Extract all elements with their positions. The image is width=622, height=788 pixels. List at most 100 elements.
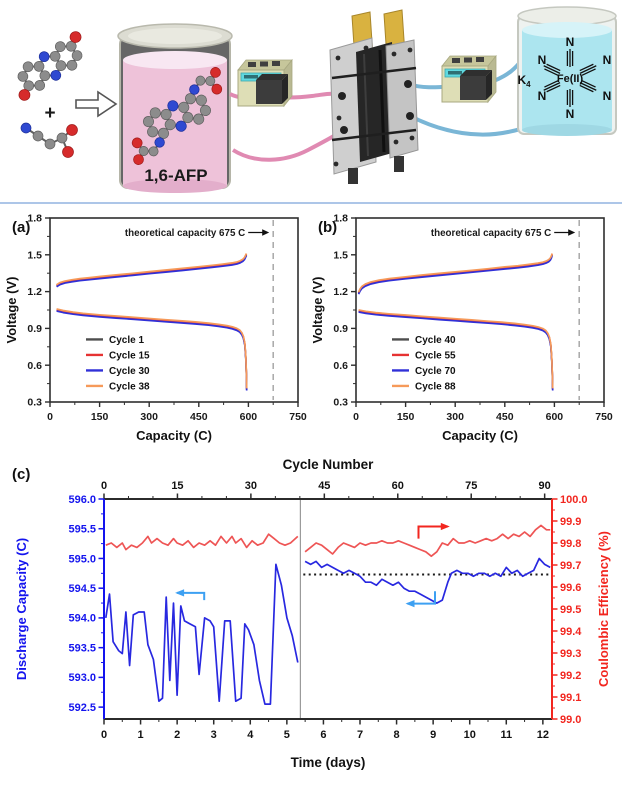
- cycle-tick-label: 75: [465, 480, 477, 492]
- time-tick-label: 3: [211, 729, 217, 741]
- time-tick-label: 6: [320, 729, 326, 741]
- legend-label: Cycle 30: [109, 366, 150, 377]
- x-axis-label: Capacity (C): [442, 428, 518, 443]
- y-tick-label: 1.8: [27, 213, 42, 225]
- legend-label: Cycle 55: [415, 351, 456, 362]
- legend-label: Cycle 88: [415, 382, 456, 393]
- y-tick-label: 0.3: [27, 397, 42, 409]
- cycle-tick-label: 0: [101, 480, 107, 492]
- x-tick-label: 150: [91, 411, 109, 423]
- cell-port-left-top: [338, 92, 346, 100]
- bottom-axis: 0 1 2 3 4 5 6 7 8 9 10 11 12: [101, 719, 549, 741]
- x-axis: 0 150 300 450 600 750: [353, 402, 613, 423]
- legend: Cycle 1 Cycle 15 Cycle 30 Cycle 38: [86, 335, 150, 393]
- reaction-arrow: [75, 90, 118, 118]
- charge-curve-cycle-70: [357, 255, 553, 295]
- capacity-tick-label: 594.5: [68, 583, 96, 595]
- cycle-tick-label: 45: [318, 480, 330, 492]
- capacity-tick-label: 592.5: [68, 702, 96, 714]
- y-tick-label: 1.5: [333, 249, 348, 261]
- flow-cell: [329, 9, 419, 184]
- x-tick-label: 300: [446, 411, 464, 423]
- plus-sign: +: [44, 103, 55, 124]
- chart-panel-b: 0 150 300 450 600 750 0.3 0.6 0.9 1.2 1.5 1.8 Capaci…: [310, 204, 616, 453]
- potassium-label: K4: [517, 73, 531, 89]
- axis-pointer-arrow-1: [177, 591, 206, 601]
- capacity-tick-label: 596.0: [68, 494, 96, 506]
- charge-curve-cycle-30: [56, 255, 248, 288]
- capacity-tick-label: 594.0: [68, 613, 96, 625]
- cycle-tick-label: 90: [539, 480, 551, 492]
- ferrocyanide-complex: Fe(II) N N N N N N K4: [517, 35, 611, 121]
- x-tick-label: 150: [397, 411, 415, 423]
- y-tick-label: 0.9: [27, 323, 42, 335]
- discharge-curve-cycle-40: [358, 310, 554, 390]
- panel-label-c: (c): [12, 466, 30, 483]
- chart-a-svg: 0 150 300 450 600 750 0.3 0.6 0.9 1.2 1.5 1.8 Capaci…: [4, 213, 307, 443]
- y-tick-label: 1.8: [333, 213, 348, 225]
- efficiency-tick-label: 99.7: [560, 560, 581, 572]
- afp-product-molecule: [131, 67, 223, 165]
- y-axis: 0.3 0.6 0.9 1.2 1.5 1.8: [333, 213, 356, 409]
- x-axis: 0 150 300 450 600 750: [47, 402, 307, 423]
- capacity-curve-segment-2: [304, 557, 551, 604]
- time-tick-label: 10: [464, 729, 476, 741]
- cell-port-right-top: [404, 80, 412, 88]
- legend-label: Cycle 38: [109, 382, 150, 393]
- anolyte-beaker: 1,6-AFP: [117, 23, 233, 193]
- time-tick-label: 4: [247, 729, 254, 741]
- blue-tube-bottom: [409, 114, 529, 137]
- chart-b-svg: 0 150 300 450 600 750 0.3 0.6 0.9 1.2 1.5 1.8 Capaci…: [310, 213, 613, 443]
- cell-port-right-bottom: [406, 112, 414, 120]
- annotation-text: theoretical capacity 675 C: [431, 228, 551, 239]
- legend-label: Cycle 1: [109, 335, 144, 346]
- x-tick-label: 750: [595, 411, 613, 423]
- y-tick-label: 0.3: [333, 397, 348, 409]
- efficiency-tick-label: 99.3: [560, 648, 581, 660]
- efficiency-curve-segment-1: [105, 533, 299, 551]
- schematic-illustration: +: [17, 6, 617, 193]
- charge-curve-cycle-88: [357, 253, 553, 293]
- pump-right: [441, 55, 497, 103]
- pink-tube-bottom: [231, 128, 346, 162]
- x-tick-label: 0: [47, 411, 53, 423]
- legend-label: Cycle 15: [109, 351, 150, 362]
- top-axis-label: Cycle Number: [283, 457, 375, 472]
- legend-label: Cycle 40: [415, 335, 456, 346]
- charge-discharge-panels: 0 150 300 450 600 750 0.3 0.6 0.9 1.2 1.5 1.8 Capaci…: [0, 204, 622, 453]
- chart-panel-a: 0 150 300 450 600 750 0.3 0.6 0.9 1.2 1.5 1.8 Capaci…: [4, 204, 310, 453]
- efficiency-tick-label: 99.4: [560, 626, 582, 638]
- right-axis: 99.0 99.1 99.2 99.3 99.4 99.5 99.6 99.7 99.8 99.9…: [552, 494, 588, 726]
- x-tick-label: 600: [546, 411, 564, 423]
- chart-panel-c: 0 15 30 45 60 75 90 Cycle Number 0 1 2 3 4 5 6 7 8 9 10 11 1…: [0, 453, 622, 783]
- schematic-section: +: [0, 0, 622, 202]
- top-axis: 0 15 30 45 60 75 90: [101, 480, 551, 499]
- section-divider: [0, 202, 622, 204]
- axis-pointer-arrow-2: [407, 591, 436, 605]
- bottom-axis-label: Time (days): [291, 755, 366, 770]
- y-tick-label: 1.5: [27, 249, 42, 261]
- cycle-tick-label: 30: [245, 480, 257, 492]
- y-tick-label: 0.9: [333, 323, 348, 335]
- efficiency-tick-label: 99.1: [560, 692, 581, 704]
- left-axis-label: Discharge Capacity (C): [14, 538, 29, 680]
- x-tick-label: 450: [496, 411, 514, 423]
- capacity-tick-label: 595.0: [68, 553, 96, 565]
- catholyte-beaker: Fe(II) N N N N N N K4: [517, 6, 617, 136]
- cn-ligand-upper-left: N: [538, 53, 547, 67]
- x-tick-label: 600: [240, 411, 258, 423]
- time-tick-label: 11: [500, 729, 512, 741]
- cell-port-left-bottom: [340, 126, 348, 134]
- time-tick-label: 2: [174, 729, 180, 741]
- reactant-amine-molecule: [20, 122, 78, 158]
- annotation-text: theoretical capacity 675 C: [125, 228, 245, 239]
- plot-border: [49, 217, 299, 403]
- afp-label: 1,6-AFP: [144, 166, 207, 185]
- cn-ligand-top: N: [566, 35, 575, 49]
- discharge-curve-cycle-38: [56, 308, 248, 389]
- y-axis-label: Voltage (V): [310, 277, 325, 344]
- time-tick-label: 0: [101, 729, 107, 741]
- efficiency-tick-label: 99.8: [560, 538, 581, 550]
- pump-left: [237, 59, 293, 107]
- series-curves: [56, 253, 248, 391]
